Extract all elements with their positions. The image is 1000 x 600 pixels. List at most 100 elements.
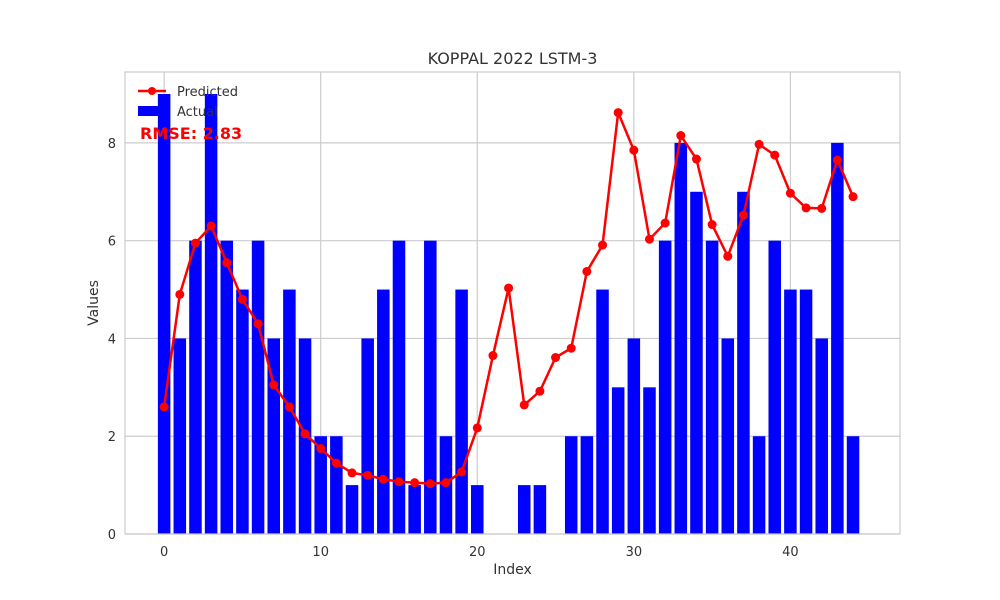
predicted-point bbox=[378, 474, 388, 484]
y-axis-label: Values bbox=[86, 280, 102, 326]
actual-bar bbox=[517, 485, 531, 534]
predicted-point bbox=[785, 188, 795, 198]
predicted-point bbox=[738, 210, 748, 220]
actual-bar bbox=[361, 338, 374, 534]
chart-title: KOPPAL 2022 LSTM-3 bbox=[428, 49, 598, 68]
predicted-point bbox=[190, 238, 200, 248]
predicted-point bbox=[629, 145, 639, 155]
actual-bar bbox=[690, 191, 703, 534]
actual-bar bbox=[768, 240, 782, 534]
predicted-point bbox=[848, 192, 858, 202]
actual-bar bbox=[596, 289, 609, 534]
actual-bar bbox=[345, 485, 359, 534]
rmse-annotation: RMSE: 2.83 bbox=[140, 124, 242, 143]
actual-bar bbox=[314, 436, 327, 534]
x-tick-label: 40 bbox=[782, 545, 799, 560]
actual-bar bbox=[330, 436, 343, 534]
actual-bar bbox=[392, 240, 406, 534]
predicted-point bbox=[472, 423, 482, 433]
actual-bar bbox=[408, 485, 421, 534]
actual-bar bbox=[611, 387, 625, 534]
actual-bar bbox=[752, 436, 766, 534]
predicted-point bbox=[316, 443, 326, 453]
actual-bar bbox=[815, 338, 828, 534]
actual-bar bbox=[173, 338, 187, 534]
predicted-point bbox=[457, 467, 467, 477]
actual-bar bbox=[799, 289, 813, 534]
actual-bar bbox=[236, 289, 249, 534]
predicted-point bbox=[566, 343, 576, 353]
actual-bar bbox=[157, 94, 171, 534]
actual-bar bbox=[424, 240, 437, 534]
actual-bar bbox=[283, 289, 296, 534]
actual-bars bbox=[157, 94, 860, 534]
predicted-point bbox=[363, 470, 373, 480]
predicted-point bbox=[582, 266, 592, 276]
predicted-point bbox=[598, 240, 608, 250]
x-tick-label: 10 bbox=[312, 545, 329, 560]
predicted-point bbox=[269, 380, 279, 390]
x-tick-label: 0 bbox=[160, 545, 168, 560]
actual-bar bbox=[846, 436, 860, 534]
predicted-point bbox=[723, 251, 733, 261]
legend-predicted-marker bbox=[148, 87, 156, 95]
actual-bar bbox=[784, 289, 797, 534]
predicted-point bbox=[832, 155, 842, 165]
actual-bar bbox=[377, 289, 390, 534]
predicted-point bbox=[817, 203, 827, 213]
predicted-point bbox=[754, 139, 764, 149]
legend-actual-swatch bbox=[138, 106, 166, 116]
predicted-point bbox=[676, 131, 686, 141]
actual-bar bbox=[533, 485, 547, 534]
predicted-point bbox=[284, 402, 294, 412]
actual-bar bbox=[204, 94, 218, 534]
y-tick-label: 4 bbox=[108, 332, 116, 347]
legend: Predicted Actual bbox=[138, 85, 238, 120]
predicted-point bbox=[237, 294, 247, 304]
x-tick-label: 30 bbox=[626, 545, 643, 560]
predicted-point bbox=[707, 220, 717, 230]
predicted-point bbox=[551, 353, 561, 363]
predicted-point bbox=[519, 400, 529, 410]
actual-bar bbox=[580, 436, 594, 534]
actual-bar bbox=[455, 289, 468, 534]
actual-bar bbox=[220, 240, 234, 534]
predicted-point bbox=[613, 108, 623, 118]
actual-bar bbox=[251, 240, 265, 534]
tick-labels: 0 10 20 30 40 0 2 4 6 8 bbox=[108, 137, 799, 560]
plot-frame bbox=[124, 71, 901, 535]
predicted-point bbox=[441, 478, 451, 488]
x-axis-label: Index bbox=[493, 562, 532, 578]
predicted-point bbox=[159, 402, 169, 412]
actual-bar bbox=[627, 338, 641, 534]
predicted-point bbox=[222, 258, 232, 268]
predicted-point bbox=[175, 289, 185, 299]
legend-predicted-label: Predicted bbox=[177, 85, 238, 100]
actual-bar bbox=[737, 191, 750, 534]
legend-actual-label: Actual bbox=[177, 105, 218, 120]
y-tick-label: 8 bbox=[108, 137, 116, 152]
predicted-point bbox=[331, 458, 341, 468]
actual-bar bbox=[705, 240, 719, 534]
x-tick-label: 20 bbox=[469, 545, 486, 560]
predicted-point bbox=[425, 479, 435, 489]
actual-bar bbox=[831, 142, 844, 534]
actual-bar bbox=[674, 142, 688, 534]
actual-bar bbox=[721, 338, 735, 534]
predicted-point bbox=[660, 218, 670, 228]
predicted-point bbox=[410, 478, 420, 488]
predicted-point bbox=[801, 203, 811, 213]
actual-bar bbox=[189, 240, 202, 534]
predicted-point bbox=[691, 154, 701, 164]
predicted-point bbox=[253, 319, 263, 329]
predicted-point bbox=[770, 150, 780, 160]
predicted-point bbox=[347, 468, 357, 478]
predicted-point bbox=[644, 234, 654, 244]
y-tick-label: 0 bbox=[108, 528, 116, 543]
predicted-point bbox=[206, 221, 216, 231]
y-tick-label: 2 bbox=[108, 430, 116, 445]
predicted-point bbox=[504, 283, 514, 293]
actual-bar bbox=[471, 485, 484, 534]
